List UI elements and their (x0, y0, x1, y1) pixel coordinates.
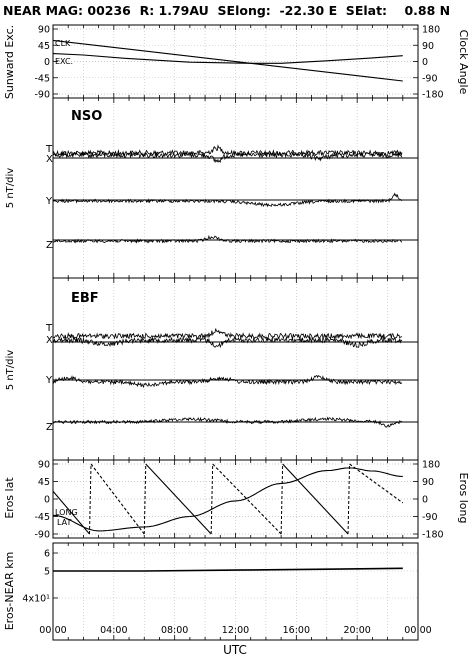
y-tick-label-left: 4x10¹ (22, 594, 50, 605)
ebf-panel-title: EBF (71, 291, 99, 306)
nso-trace-label-z: Z (46, 240, 53, 251)
x-tick-label: 00:00 (39, 625, 66, 636)
y-tick-label-right: 180 (422, 25, 440, 36)
nso-trace-label-t: T (45, 144, 53, 155)
series-line-clk (52, 39, 403, 82)
y-tick-label-left: 90 (38, 460, 50, 471)
y-tick-label-right: 90 (422, 477, 434, 488)
long-annotation: LONG (55, 508, 78, 517)
y-tick-label-left: 0 (44, 57, 50, 68)
series-line-range (53, 567, 403, 572)
x-tick-label: 16:00 (283, 625, 310, 636)
series-line-long-segment (145, 463, 212, 535)
series-line-long-segment (282, 463, 349, 535)
series-line-long-segment (349, 463, 404, 504)
y-tick-label-left: 5 (44, 567, 50, 578)
y-tick-label-left: 45 (38, 477, 50, 488)
clk-annotation: CLK (55, 39, 71, 48)
y-tick-label-right: -180 (422, 90, 444, 101)
x-tick-label: 20:00 (343, 625, 370, 636)
nso-trace-label-x: X (46, 154, 53, 165)
y-tick-label-right: -90 (422, 73, 438, 84)
y-tick-label-right: 0 (422, 495, 428, 506)
x-tick-label: 12:00 (222, 625, 249, 636)
y-tick-label-left: 45 (38, 41, 50, 52)
data-traces (52, 39, 418, 572)
y-tick-label-left: 0 (44, 495, 50, 506)
series-line-long-segment (52, 490, 90, 535)
series-line-lat (52, 467, 403, 532)
nso-trace-y (52, 192, 403, 208)
nso-trace-x (52, 151, 403, 164)
ebf-trace-y (52, 374, 403, 389)
series-line-exc (52, 53, 403, 64)
series-line-long-wrap (143, 463, 147, 535)
tick-marks (52, 25, 419, 640)
x-tick-label: 00:00 (404, 625, 431, 636)
y-tick-label-left: -45 (34, 73, 50, 84)
y-tick-label-left: 6 (44, 549, 50, 560)
ebf-trace-z (52, 416, 403, 428)
y-tick-label-left: -90 (34, 530, 50, 541)
x-axis-title: UTC (223, 643, 247, 656)
y-tick-label-right: -180 (422, 530, 444, 541)
ebf-trace-label-z: Z (46, 422, 53, 433)
ebf-trace-x (52, 336, 403, 349)
figure-title: NEAR MAG: 00236 R: 1.79AU SElong: -22.30… (3, 3, 450, 18)
lat-annotation: LAT (57, 518, 71, 527)
ebf-ylabel: 5 nT/div (5, 350, 16, 390)
nso-trace-z (52, 234, 403, 244)
y-tick-label-right: 90 (422, 41, 434, 52)
y-tick-label-left: 90 (38, 25, 50, 36)
series-line-long-wrap (89, 463, 92, 535)
series-line-long-wrap (347, 463, 351, 535)
ebf-trace-label-y: Y (45, 375, 53, 386)
series-line-long-wrap (210, 463, 214, 535)
series-line-long-segment (90, 463, 145, 535)
tick-labels: 00:00 04:00 08:00 12:00 16:00 20:00 00:00 90 45 0… (22, 25, 443, 637)
ebf-trace-label-t: T (45, 323, 53, 334)
x-tick-label: 04:00 (100, 625, 127, 636)
eros-near-ylabel: Eros-NEAR km (3, 552, 16, 631)
sunward-ylabel: Sunward Exc. (3, 25, 16, 99)
y-tick-label-right: -90 (422, 512, 438, 523)
y-tick-label-right: 180 (422, 460, 440, 471)
series-line-long-segment (212, 463, 282, 535)
series-line-long-wrap (280, 463, 284, 535)
nso-trace-label-y: Y (45, 196, 53, 207)
y-tick-label-left: -45 (34, 512, 50, 523)
eros-long-ylabel: Eros long (457, 473, 470, 524)
y-tick-label-right: 0 (422, 57, 428, 68)
ebf-trace-label-x: X (46, 335, 53, 346)
eros-lat-ylabel: Eros lat (3, 477, 16, 519)
x-tick-label: 08:00 (161, 625, 188, 636)
clock-angle-ylabel: Clock Angle (457, 30, 470, 95)
ebf-trace-t (52, 328, 403, 340)
y-tick-label-left: -90 (34, 90, 50, 101)
nso-panel-title: NSO (71, 109, 102, 124)
exc-annotation: EXC. (55, 57, 73, 66)
nso-ylabel: 5 nT/div (5, 168, 16, 208)
